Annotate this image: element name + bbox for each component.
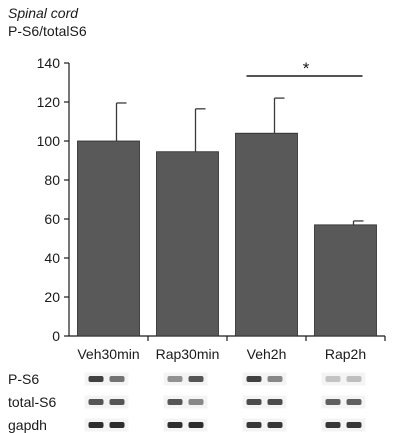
chart-title: Spinal cord bbox=[8, 5, 79, 21]
blot-lane-background bbox=[321, 372, 366, 386]
western-blot-panel: P-S6 total-S6 gapdh bbox=[8, 371, 366, 433]
significance-annotation: * bbox=[246, 59, 363, 78]
y-axis-label: P-S6/totalS6 bbox=[8, 23, 87, 39]
blot-band bbox=[346, 399, 362, 405]
significance-star: * bbox=[303, 59, 310, 78]
y-tick-label: 100 bbox=[37, 133, 61, 149]
blot-lane-background bbox=[321, 418, 366, 432]
blot-band bbox=[246, 376, 262, 382]
blot-band bbox=[188, 376, 204, 382]
blot-lane-background bbox=[163, 395, 208, 409]
y-tick-label: 40 bbox=[44, 250, 60, 266]
blot-band bbox=[246, 422, 262, 428]
bars-group bbox=[77, 132, 377, 337]
blot-lane-background bbox=[84, 372, 129, 386]
blot-row-label: gapdh bbox=[8, 417, 47, 433]
y-tick-label: 60 bbox=[44, 211, 60, 227]
blot-band bbox=[188, 422, 204, 428]
bar-rap30min bbox=[156, 151, 219, 337]
bar-veh30min bbox=[77, 140, 140, 337]
y-tick-label: 0 bbox=[52, 328, 60, 344]
x-tick-label: Veh2h bbox=[247, 346, 287, 362]
bar-veh2h bbox=[235, 132, 298, 337]
blot-band bbox=[167, 376, 183, 382]
blot-band bbox=[109, 376, 125, 382]
blot-lane-background bbox=[242, 418, 287, 432]
blot-band bbox=[267, 376, 283, 382]
y-tick-label: 140 bbox=[37, 55, 61, 71]
blot-band bbox=[167, 399, 183, 405]
blot-band bbox=[325, 422, 341, 428]
blot-band bbox=[246, 399, 262, 405]
y-tick-label: 20 bbox=[44, 289, 60, 305]
blot-band bbox=[325, 376, 341, 382]
blot-row-label: P-S6 bbox=[8, 371, 39, 387]
blot-band bbox=[188, 399, 204, 405]
blot-lane-background bbox=[321, 395, 366, 409]
blot-lane-background bbox=[242, 372, 287, 386]
blot-band bbox=[346, 422, 362, 428]
blot-band bbox=[325, 399, 341, 405]
blot-row-label: total-S6 bbox=[8, 394, 56, 410]
blot-lane-background bbox=[84, 395, 129, 409]
blot-lane-background bbox=[163, 418, 208, 432]
x-tick-label: Rap30min bbox=[156, 346, 220, 362]
blot-band bbox=[88, 422, 104, 428]
bar-rap2h bbox=[314, 224, 377, 337]
blot-lane-background bbox=[163, 372, 208, 386]
blot-band bbox=[346, 376, 362, 382]
x-tick-label: Rap2h bbox=[325, 346, 366, 362]
y-tick-label: 120 bbox=[37, 94, 61, 110]
blot-band bbox=[88, 376, 104, 382]
y-tick-label: 80 bbox=[44, 172, 60, 188]
y-axis-ticks: 0 20 40 60 80 100 120 140 bbox=[37, 55, 386, 344]
blot-band bbox=[109, 422, 125, 428]
blot-band bbox=[109, 399, 125, 405]
error-bars-group bbox=[115, 97, 364, 225]
x-axis-labels: Veh30min Rap30min Veh2h Rap2h bbox=[77, 346, 366, 362]
blot-band bbox=[267, 422, 283, 428]
blot-lane-background bbox=[84, 418, 129, 432]
blot-band bbox=[267, 399, 283, 405]
blot-band bbox=[88, 399, 104, 405]
blot-lane-background bbox=[242, 395, 287, 409]
x-tick-label: Veh30min bbox=[77, 346, 139, 362]
blot-band bbox=[167, 422, 183, 428]
